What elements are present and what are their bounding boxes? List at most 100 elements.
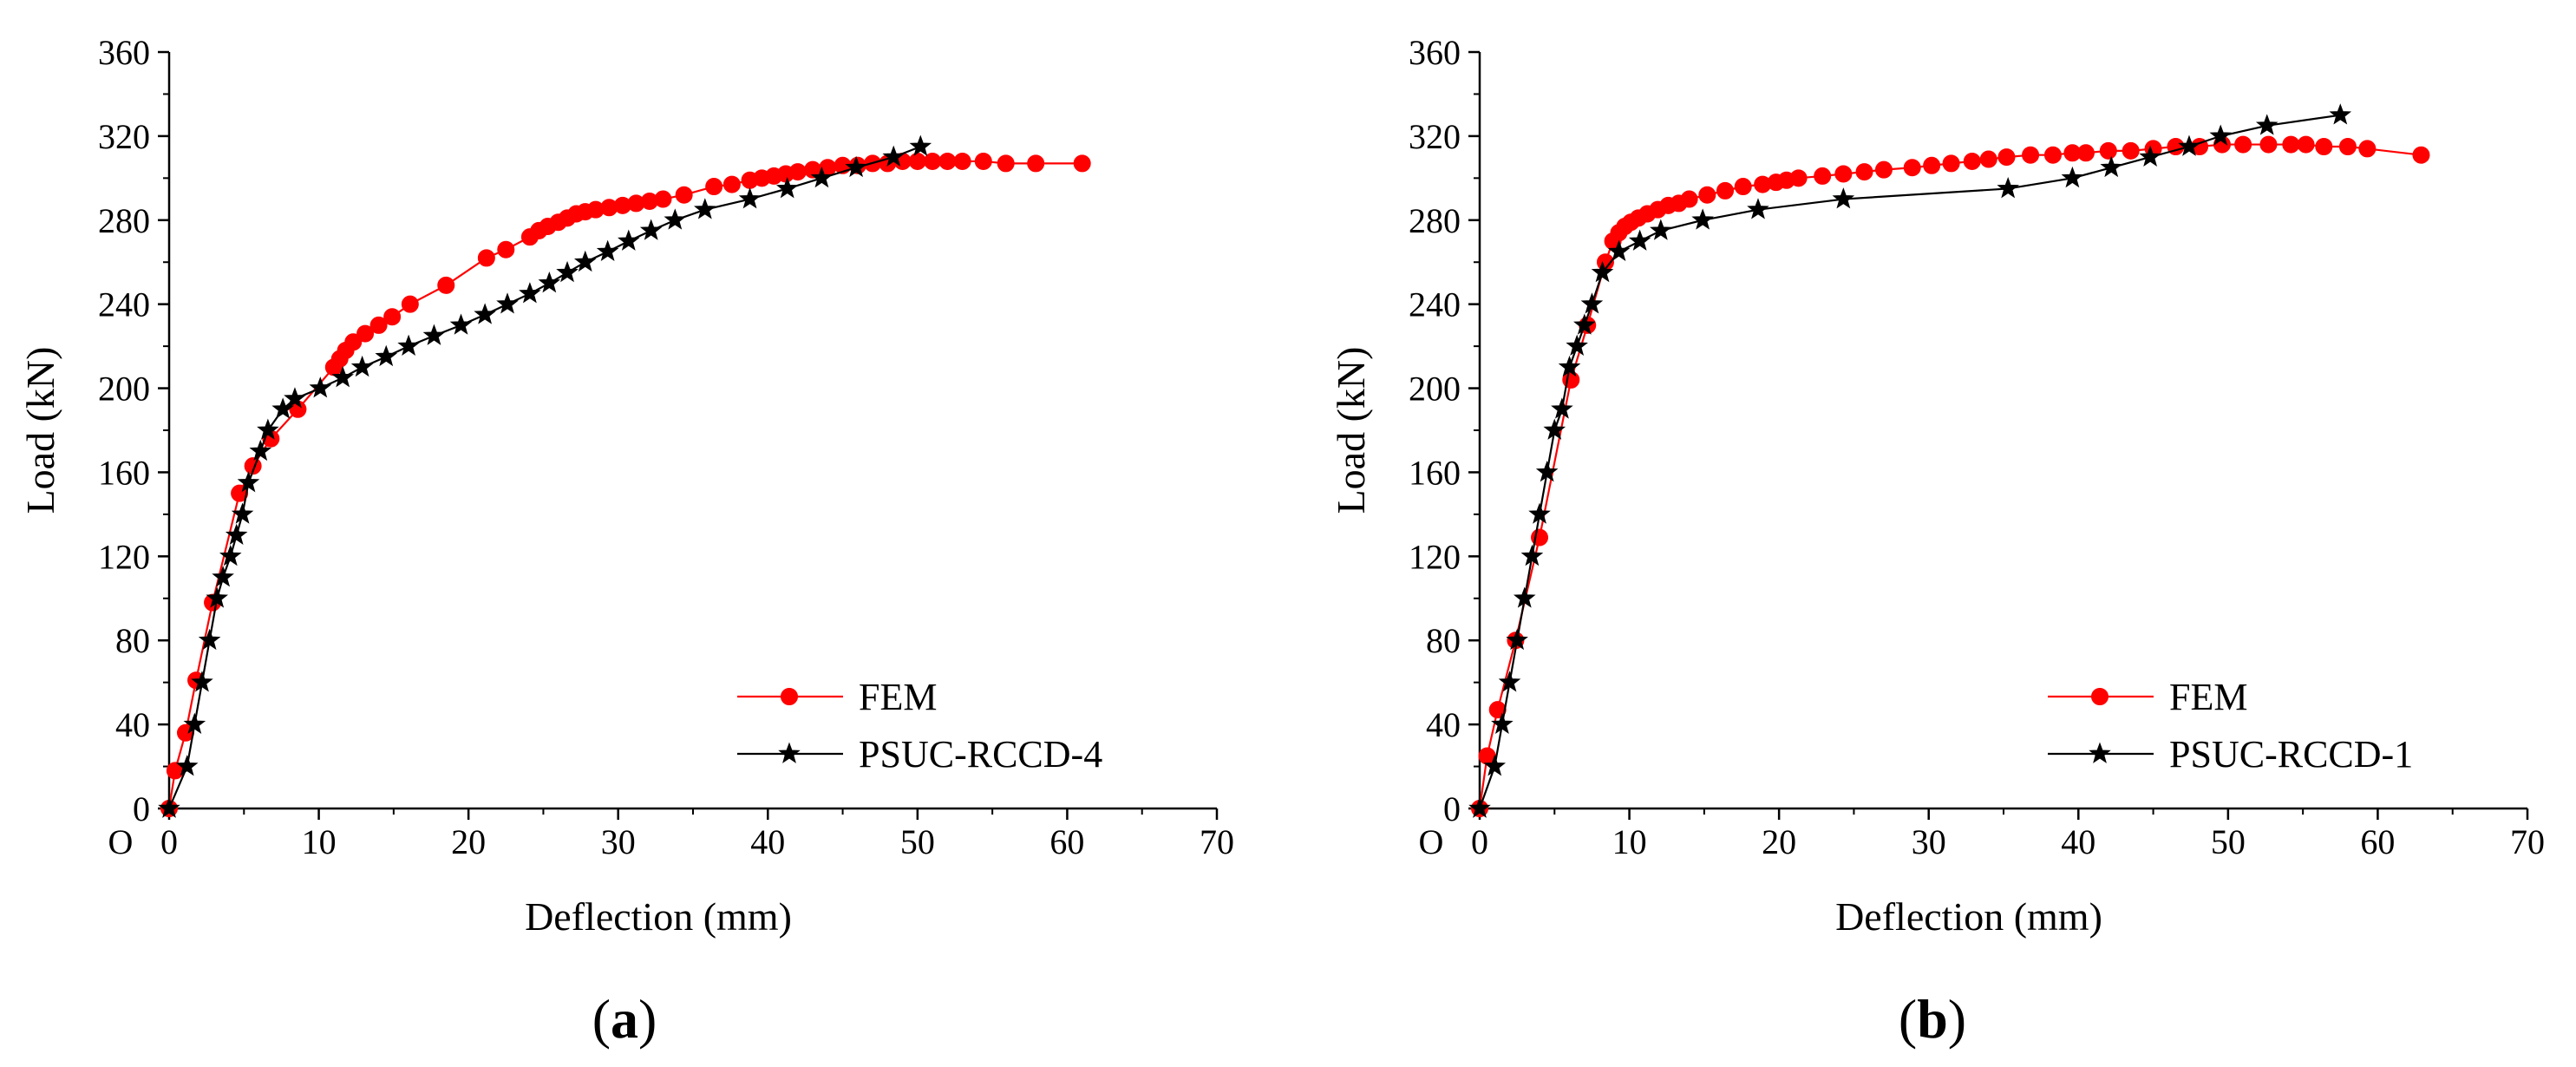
data-point-star xyxy=(2329,103,2352,125)
data-point-circle xyxy=(437,276,455,294)
data-point-circle xyxy=(1903,159,1921,177)
data-point-star xyxy=(249,439,272,461)
legend-label: PSUC-RCCD-1 xyxy=(2169,733,2413,776)
data-point-circle xyxy=(2076,144,2095,162)
data-point-star xyxy=(496,292,519,314)
data-point-star xyxy=(1566,334,1588,356)
x-tick-label: 30 xyxy=(601,822,636,861)
data-point-star xyxy=(284,387,306,409)
x-tick-label: 0 xyxy=(1471,822,1488,861)
legend-label: PSUC-RCCD-4 xyxy=(859,733,1102,776)
data-point-star xyxy=(237,471,260,493)
data-point-star xyxy=(2061,166,2084,188)
origin-label: O xyxy=(1419,822,1444,861)
data-point-star xyxy=(231,502,254,524)
data-point-star xyxy=(1691,208,1714,230)
data-point-star xyxy=(2139,145,2161,167)
data-point-circle xyxy=(938,152,957,170)
legend: FEM PSUC-RCCD-1 xyxy=(2048,676,2413,776)
data-point-circle xyxy=(1716,181,1735,200)
x-tick-label: 60 xyxy=(2360,822,2395,861)
x-tick-label: 30 xyxy=(1912,822,1946,861)
x-tick-label: 50 xyxy=(900,822,935,861)
data-point-circle xyxy=(1680,190,1698,208)
data-point-star xyxy=(2209,124,2233,146)
y-tick-label: 120 xyxy=(1409,537,1461,576)
data-point-star xyxy=(538,271,561,293)
data-point-star xyxy=(257,418,279,440)
x-tick-label: 40 xyxy=(2061,822,2095,861)
data-point-circle xyxy=(1942,154,1960,173)
data-point-circle xyxy=(1855,163,1873,181)
data-point-circle xyxy=(908,152,926,170)
data-point-circle xyxy=(2412,146,2430,164)
data-point-star xyxy=(225,523,248,545)
data-point-star xyxy=(845,155,867,178)
data-point-star xyxy=(1483,755,1507,776)
data-point-star xyxy=(1506,628,1528,651)
data-point-circle xyxy=(1979,150,1997,168)
y-tick-label: 320 xyxy=(98,117,150,156)
data-point-star xyxy=(738,187,762,209)
data-point-star xyxy=(1498,671,1521,692)
data-point-circle xyxy=(953,152,971,170)
data-point-star xyxy=(350,355,374,377)
data-point-circle xyxy=(1963,152,1981,170)
data-point-circle xyxy=(997,154,1015,173)
data-point-star xyxy=(1468,796,1491,818)
data-point-star xyxy=(664,208,687,230)
x-tick-label: 50 xyxy=(2211,822,2246,861)
data-point-star xyxy=(2100,155,2123,178)
y-tick-label: 0 xyxy=(133,789,150,828)
legend: FEM PSUC-RCCD-4 xyxy=(737,676,1102,776)
y-tick-label: 280 xyxy=(98,201,150,240)
y-tick-label: 320 xyxy=(1409,117,1461,156)
data-point-circle xyxy=(2234,135,2252,154)
y-tick-label: 240 xyxy=(98,285,150,324)
data-point-circle xyxy=(2022,146,2040,164)
data-point-circle xyxy=(2099,141,2117,160)
x-tick-label: 0 xyxy=(160,822,178,861)
data-point-circle xyxy=(344,333,363,351)
data-point-circle xyxy=(2043,146,2062,164)
data-point-circle xyxy=(2297,135,2315,154)
data-point-circle xyxy=(2338,138,2357,155)
data-point-star xyxy=(158,796,180,818)
series-line xyxy=(167,160,1082,809)
data-point-star xyxy=(1551,397,1573,419)
y-tick-label: 360 xyxy=(1409,33,1461,72)
data-point-star xyxy=(183,712,206,734)
data-point-circle xyxy=(722,175,741,193)
data-point-star xyxy=(397,334,420,356)
data-point-star xyxy=(810,166,834,188)
data-point-star xyxy=(1997,176,2019,199)
x-tick-label: 70 xyxy=(1200,822,1234,861)
data-point-star xyxy=(1535,460,1559,482)
data-point-star xyxy=(1558,355,1581,377)
y-tick-label: 160 xyxy=(1409,453,1461,492)
y-tick-label: 0 xyxy=(1443,789,1461,828)
y-tick-label: 360 xyxy=(98,33,150,72)
chart-panel-b: 0 10 20 30 40 50 60 70 0 40 80 120 160 200 240 280 320 36… xyxy=(1329,33,2545,1050)
y-tick-label: 80 xyxy=(1426,621,1461,660)
x-tick-label: 20 xyxy=(451,822,486,861)
data-point-star xyxy=(1580,292,1604,314)
panel-label: (a) xyxy=(592,988,657,1050)
data-point-star xyxy=(198,628,221,651)
y-tick-label: 120 xyxy=(98,537,150,576)
data-point-circle xyxy=(369,316,388,334)
y-tick-label: 280 xyxy=(1409,201,1461,240)
data-point-star xyxy=(618,229,640,251)
data-point-circle xyxy=(1027,154,1045,173)
data-point-star xyxy=(1513,586,1536,608)
data-point-circle xyxy=(2358,140,2377,158)
x-tick-label: 20 xyxy=(1762,822,1796,861)
data-point-star xyxy=(175,755,199,776)
legend-marker xyxy=(778,742,801,763)
data-point-star xyxy=(556,260,579,283)
series-psuc-rccd-4 xyxy=(158,134,932,818)
data-point-star xyxy=(1628,229,1651,251)
data-point-circle xyxy=(2259,135,2278,154)
